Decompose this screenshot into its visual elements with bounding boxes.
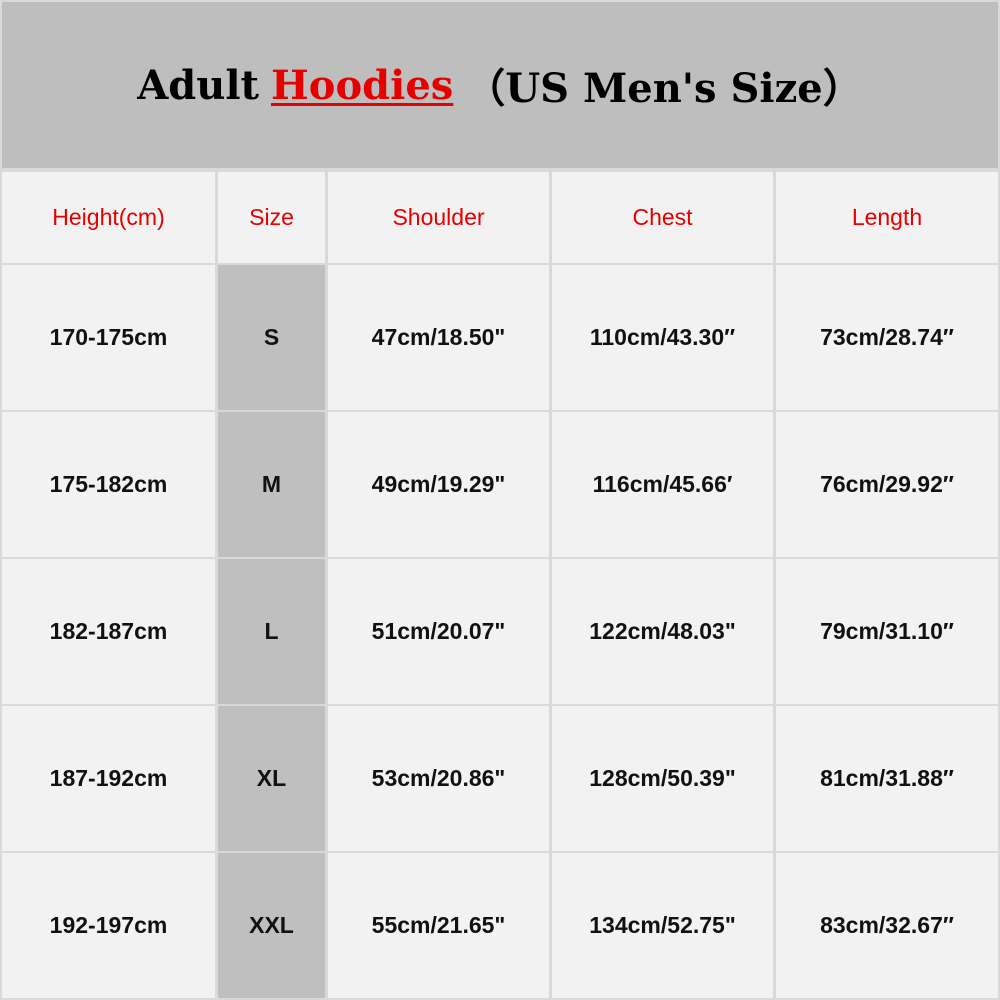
header-size: Size (218, 172, 325, 263)
cell-height: 175-182cm (2, 412, 215, 557)
header-shoulder: Shoulder (328, 172, 549, 263)
cell-size: S (218, 265, 325, 410)
cell-chest: 134cm/52.75" (552, 853, 773, 998)
cell-chest: 122cm/48.03" (552, 559, 773, 704)
cell-height: 187-192cm (2, 706, 215, 851)
cell-size: XXL (218, 853, 325, 998)
cell-length: 73cm/28.74″ (776, 265, 998, 410)
header-height: Height(cm) (2, 172, 215, 263)
size-table: Height(cm) Size Shoulder Chest Length 170-175… (2, 172, 998, 998)
title-suffix: （US Men's Size） (465, 65, 863, 112)
chart-title: Adult Hoodies （US Men's Size） (2, 2, 998, 168)
cell-height: 182-187cm (2, 559, 215, 704)
cell-shoulder: 51cm/20.07" (328, 559, 549, 704)
cell-shoulder: 55cm/21.65" (328, 853, 549, 998)
title-prefix: Adult (137, 61, 259, 109)
cell-shoulder: 47cm/18.50" (328, 265, 549, 410)
cell-size: XL (218, 706, 325, 851)
cell-chest: 116cm/45.66′ (552, 412, 773, 557)
cell-size: L (218, 559, 325, 704)
cell-length: 79cm/31.10″ (776, 559, 998, 704)
cell-length: 81cm/31.88″ (776, 706, 998, 851)
cell-height: 192-197cm (2, 853, 215, 998)
cell-shoulder: 53cm/20.86" (328, 706, 549, 851)
title-highlight: Hoodies (271, 61, 454, 109)
cell-chest: 110cm/43.30″ (552, 265, 773, 410)
cell-length: 83cm/32.67″ (776, 853, 998, 998)
header-length: Length (776, 172, 998, 263)
cell-chest: 128cm/50.39" (552, 706, 773, 851)
cell-shoulder: 49cm/19.29" (328, 412, 549, 557)
cell-size: M (218, 412, 325, 557)
cell-length: 76cm/29.92″ (776, 412, 998, 557)
cell-height: 170-175cm (2, 265, 215, 410)
header-chest: Chest (552, 172, 773, 263)
